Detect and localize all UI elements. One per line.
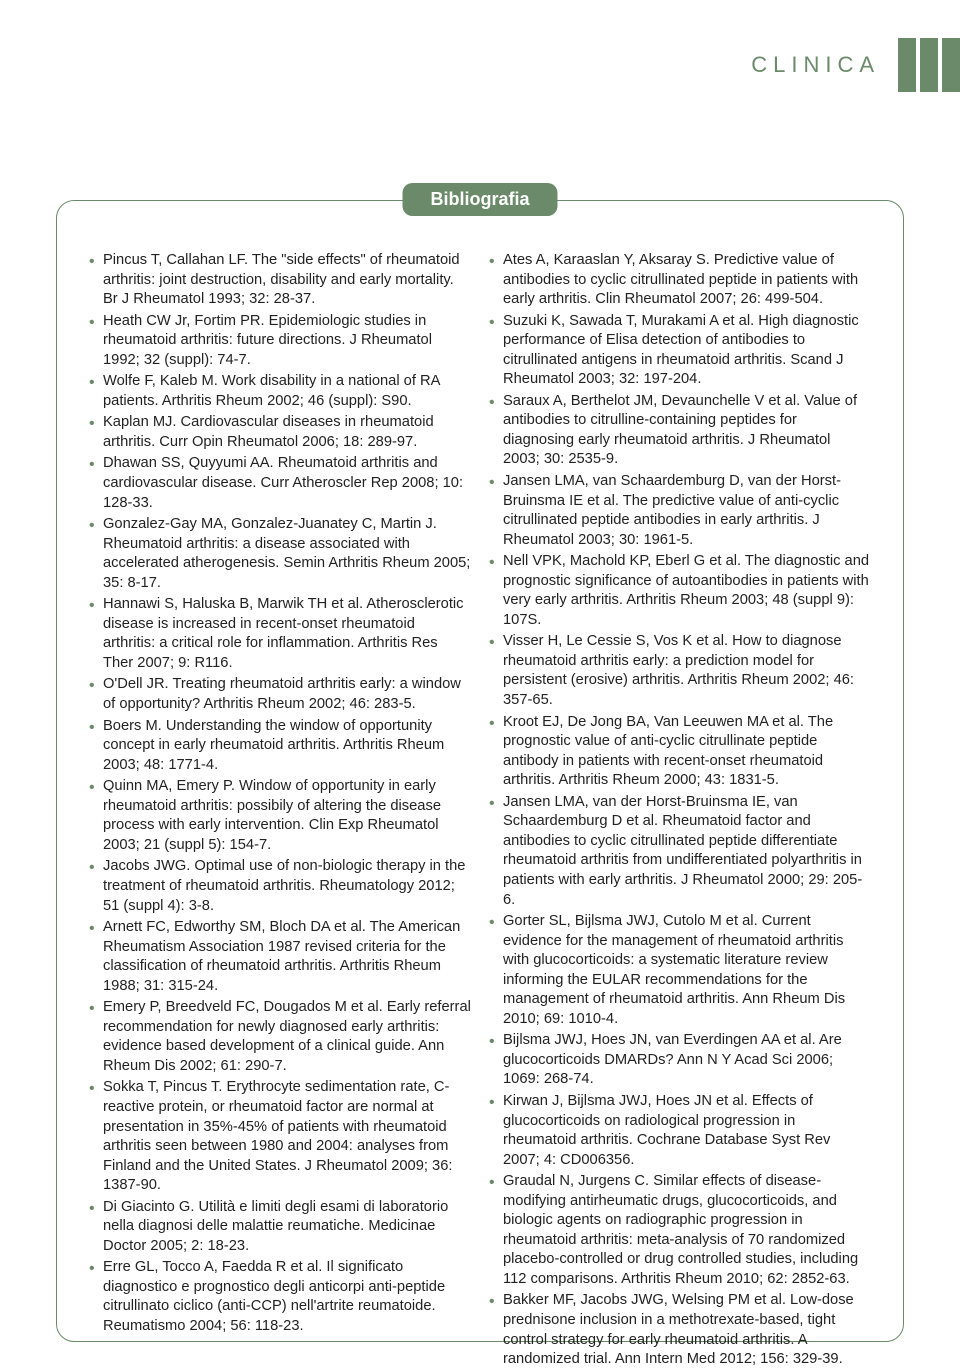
header-bar-1 bbox=[898, 38, 916, 92]
reference-item: Heath CW Jr, Fortim PR. Epidemiologic st… bbox=[89, 312, 471, 371]
reference-item: Visser H, Le Cessie S, Vos K et al. How … bbox=[489, 632, 871, 710]
section-label: CLINICA bbox=[751, 52, 898, 78]
reference-item: Quinn MA, Emery P. Window of opportunity… bbox=[89, 777, 471, 855]
reference-item: Jansen LMA, van Schaardemburg D, van der… bbox=[489, 472, 871, 550]
reference-item: Hannawi S, Haluska B, Marwik TH et al. A… bbox=[89, 595, 471, 673]
reference-item: Kaplan MJ. Cardiovascular diseases in rh… bbox=[89, 413, 471, 452]
reference-item: Dhawan SS, Quyyumi AA. Rheumatoid arthri… bbox=[89, 454, 471, 513]
reference-item: Kroot EJ, De Jong BA, Van Leeuwen MA et … bbox=[489, 713, 871, 791]
reference-list-right: Ates A, Karaaslan Y, Aksaray S. Predicti… bbox=[489, 251, 871, 1370]
reference-item: Wolfe F, Kaleb M. Work disability in a n… bbox=[89, 372, 471, 411]
reference-item: O'Dell JR. Treating rheumatoid arthritis… bbox=[89, 675, 471, 714]
reference-item: Nell VPK, Machold KP, Eberl G et al. The… bbox=[489, 552, 871, 630]
bibliography-box: Bibliografia Pincus T, Callahan LF. The … bbox=[56, 200, 904, 1342]
reference-item: Boers M. Understanding the window of opp… bbox=[89, 717, 471, 776]
reference-item: Di Giacinto G. Utilità e limiti degli es… bbox=[89, 1198, 471, 1257]
columns: Pincus T, Callahan LF. The "side effects… bbox=[89, 251, 871, 1321]
reference-item: Bijlsma JWJ, Hoes JN, van Everdingen AA … bbox=[489, 1031, 871, 1090]
reference-item: Kirwan J, Bijlsma JWJ, Hoes JN et al. Ef… bbox=[489, 1092, 871, 1170]
bibliography-badge: Bibliografia bbox=[402, 183, 557, 216]
reference-item: Pincus T, Callahan LF. The "side effects… bbox=[89, 251, 471, 310]
reference-item: Ates A, Karaaslan Y, Aksaray S. Predicti… bbox=[489, 251, 871, 310]
reference-item: Gorter SL, Bijlsma JWJ, Cutolo M et al. … bbox=[489, 912, 871, 1029]
reference-item: Suzuki K, Sawada T, Murakami A et al. Hi… bbox=[489, 312, 871, 390]
header-bar-2 bbox=[920, 38, 938, 92]
reference-item: Emery P, Breedveld FC, Dougados M et al.… bbox=[89, 998, 471, 1076]
header-band: CLINICA bbox=[751, 38, 960, 92]
reference-item: Arnett FC, Edworthy SM, Bloch DA et al. … bbox=[89, 918, 471, 996]
reference-item: Jansen LMA, van der Horst-Bruinsma IE, v… bbox=[489, 793, 871, 910]
reference-list-left: Pincus T, Callahan LF. The "side effects… bbox=[89, 251, 471, 1337]
column-right: Ates A, Karaaslan Y, Aksaray S. Predicti… bbox=[489, 251, 871, 1321]
reference-item: Erre GL, Tocco A, Faedda R et al. Il sig… bbox=[89, 1258, 471, 1336]
reference-item: Gonzalez-Gay MA, Gonzalez-Juanatey C, Ma… bbox=[89, 515, 471, 593]
reference-item: Saraux A, Berthelot JM, Devaunchelle V e… bbox=[489, 392, 871, 470]
reference-item: Sokka T, Pincus T. Erythrocyte sedimenta… bbox=[89, 1078, 471, 1195]
column-left: Pincus T, Callahan LF. The "side effects… bbox=[89, 251, 471, 1321]
reference-item: Jacobs JWG. Optimal use of non-biologic … bbox=[89, 857, 471, 916]
header-bar-3 bbox=[942, 38, 960, 92]
header-bars bbox=[898, 38, 960, 92]
reference-item: Graudal N, Jurgens C. Similar effects of… bbox=[489, 1172, 871, 1289]
